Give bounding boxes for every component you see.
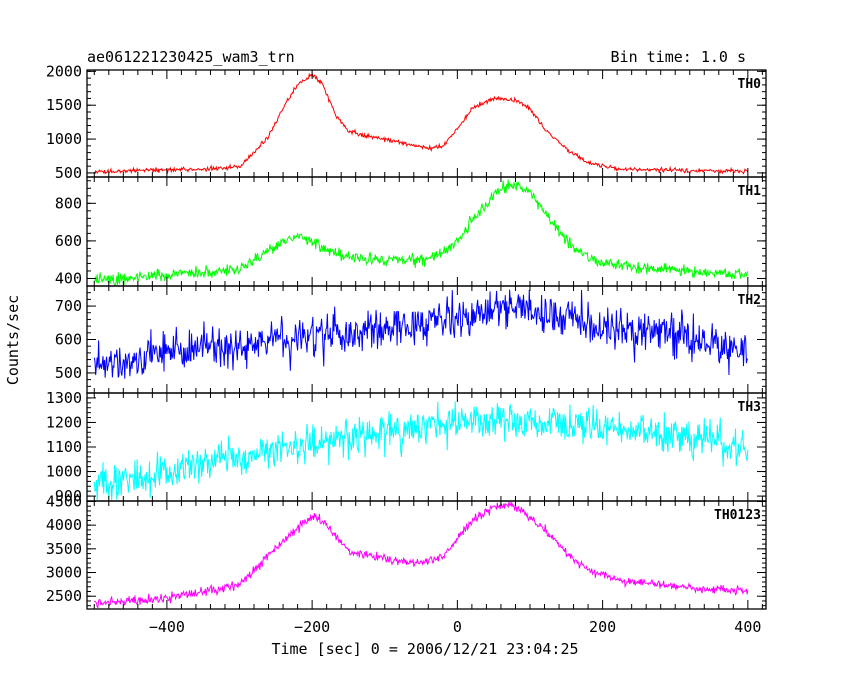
y-tick-label: 1300 [46, 389, 82, 407]
x-tick-label: 0 [453, 618, 462, 636]
y-tick-label: 1100 [46, 438, 82, 456]
x-tick-label: 400 [734, 618, 761, 636]
x-tick-label: −400 [149, 618, 185, 636]
panel-label-th0123: TH0123 [714, 508, 761, 523]
y-tick-label: 800 [55, 194, 82, 212]
y-tick-label: 600 [55, 331, 82, 349]
y-tick-label: 2500 [46, 587, 82, 605]
y-axis-label: Counts/sec [4, 295, 22, 385]
panels-group: 500 1000 1500 2000 TH0 400 600 800 TH1 500 600 700 T… [46, 62, 767, 610]
y-tick-label: 600 [55, 232, 82, 250]
x-axis-label: Time [sec] 0 = 2006/12/21 23:04:25 [271, 640, 578, 658]
y-tick-label: 4000 [46, 516, 82, 534]
panel-frame [86, 69, 767, 178]
y-tick-label: 4500 [46, 492, 82, 510]
panel-frame [86, 500, 767, 610]
bin-time-label: Bin time: 1.0 s [611, 48, 746, 66]
panel-th2: 500 600 700 TH2 [55, 285, 767, 394]
chart-title: ae061221230425_wam3_trn [87, 48, 295, 66]
series-line-th0 [94, 72, 749, 175]
panel-th0123: 2500 3000 3500 4000 4500 TH0123 [46, 492, 767, 610]
panel-label-th0: TH0 [738, 77, 762, 92]
y-tick-label: 700 [55, 297, 82, 315]
y-tick-label: 400 [55, 269, 82, 287]
y-tick-label: 1000 [46, 130, 82, 148]
y-tick-label: 3000 [46, 564, 82, 582]
panel-th1: 400 600 800 TH1 [55, 176, 767, 287]
series-line-th3 [93, 401, 749, 501]
y-tick-label: 500 [55, 364, 82, 382]
x-tick-label: −200 [294, 618, 330, 636]
panel-label-th2: TH2 [738, 293, 761, 308]
panel-label-th3: TH3 [738, 400, 761, 415]
series-line-th0123 [93, 501, 749, 609]
y-tick-label: 900 [55, 487, 82, 505]
y-tick-label: 3500 [46, 540, 82, 558]
y-tick-label: 1200 [46, 413, 82, 431]
panel-th3: 900 1000 1100 1200 1300 TH3 [46, 389, 767, 505]
y-tick-label: 500 [55, 164, 82, 182]
y-tick-label: 1000 [46, 463, 82, 481]
x-tick-labels: −400 −200 0 200 400 [149, 618, 762, 636]
series-line-th2 [93, 289, 749, 379]
panel-th0: 500 1000 1500 2000 TH0 [46, 62, 767, 182]
y-tick-label: 1500 [46, 96, 82, 114]
x-tick-label: 200 [589, 618, 616, 636]
series-line-th1 [94, 179, 749, 286]
panel-label-th1: TH1 [738, 184, 762, 199]
y-tick-label: 2000 [46, 62, 82, 80]
